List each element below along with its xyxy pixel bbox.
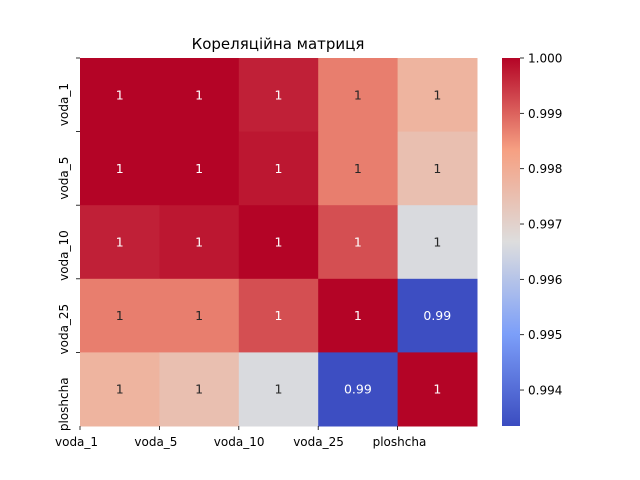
heatmap-cell — [80, 58, 160, 133]
cell-annotation: 1 — [195, 87, 203, 102]
heatmap-cell — [318, 352, 399, 427]
y-tick-label: voda_1 — [57, 83, 71, 126]
cell-annotation: 1 — [275, 161, 283, 176]
y-tick-label: voda_25 — [57, 304, 71, 355]
colorbar-tick-label: 0.994 — [528, 384, 562, 398]
heatmap-cell — [318, 205, 399, 280]
cell-annotation: 1 — [433, 161, 441, 176]
chart-title: Кореляційна матриця — [192, 35, 365, 53]
cell-annotation: 1 — [275, 308, 283, 323]
cell-annotation: 1 — [195, 382, 203, 397]
cell-annotation: 1 — [433, 87, 441, 102]
cell-annotation: 1 — [275, 382, 283, 397]
heatmap-cell — [159, 205, 240, 280]
heatmap-cell — [397, 205, 478, 280]
x-tick-label: ploshcha — [373, 435, 427, 449]
heatmap-cell — [80, 205, 160, 280]
cell-annotation: 1 — [116, 87, 124, 102]
cell-annotation: 1 — [354, 161, 362, 176]
y-tick-label: voda_10 — [57, 230, 71, 281]
cell-annotation: 1 — [354, 235, 362, 250]
x-tick-label: voda_25 — [293, 435, 344, 449]
heatmap-cell — [238, 205, 319, 280]
heatmap-cell — [80, 352, 160, 427]
cell-annotation: 1 — [275, 235, 283, 250]
colorbar — [502, 58, 520, 426]
heatmap-cell — [238, 58, 319, 133]
cell-annotation: 1 — [116, 161, 124, 176]
colorbar-tick-label: 0.998 — [528, 162, 562, 176]
cell-annotation: 1 — [116, 382, 124, 397]
heatmap-cell — [318, 278, 399, 353]
heatmap-cell — [80, 278, 160, 353]
heatmap-cell — [159, 352, 240, 427]
cell-annotation: 1 — [275, 87, 283, 102]
colorbar-tick-label: 1.000 — [528, 52, 562, 66]
cell-annotation: 1 — [195, 235, 203, 250]
heatmap-cell — [238, 278, 319, 353]
cell-annotation: 1 — [195, 308, 203, 323]
heatmap-cell — [397, 131, 478, 206]
heatmap-cell — [397, 278, 478, 353]
cell-annotation: 1 — [354, 87, 362, 102]
colorbar-tick-label: 0.995 — [528, 328, 562, 342]
cell-annotation: 0.99 — [344, 382, 372, 397]
cell-annotation: 1 — [116, 308, 124, 323]
colorbar-tick-label: 0.996 — [528, 273, 562, 287]
cell-annotation: 1 — [433, 235, 441, 250]
heatmap-cell — [238, 131, 319, 206]
heatmap-cells: 1 1 1 1 1 1 1 1 1 1 1 1 1 1 1 1 1 1 1 0.99 1 1 1 0.99 1 — [80, 58, 478, 427]
x-tick-label: voda_1 — [55, 435, 98, 449]
y-axis-ticks: voda_1 voda_5 voda_10 voda_25 ploshcha — [57, 57, 80, 431]
x-tick-label: voda_5 — [134, 435, 177, 449]
x-axis-ticks: voda_1 voda_5 voda_10 voda_25 ploshcha — [55, 426, 426, 449]
colorbar-tick-label: 0.997 — [528, 218, 562, 232]
heatmap-cell — [159, 131, 240, 206]
cell-annotation: 1 — [354, 308, 362, 323]
x-tick-label: voda_10 — [214, 435, 265, 449]
cell-annotation: 1 — [116, 235, 124, 250]
heatmap-cell — [80, 131, 160, 206]
cell-annotation: 1 — [195, 161, 203, 176]
y-tick-label: ploshcha — [57, 377, 71, 431]
y-tick-label: voda_5 — [57, 157, 71, 200]
heatmap-cell — [159, 58, 240, 133]
heatmap-cell — [238, 352, 319, 427]
heatmap-cell — [318, 58, 399, 133]
heatmap-cell — [159, 278, 240, 353]
cell-annotation: 0.99 — [423, 308, 451, 323]
heatmap-cell — [397, 58, 478, 133]
colorbar-tick-label: 0.999 — [528, 107, 562, 121]
cell-annotation: 1 — [433, 382, 441, 397]
heatmap-cell — [397, 352, 478, 427]
colorbar-ticks: 0.994 0.995 0.996 0.997 0.998 0.999 1.000 — [520, 52, 562, 398]
heatmap-cell — [318, 131, 399, 206]
